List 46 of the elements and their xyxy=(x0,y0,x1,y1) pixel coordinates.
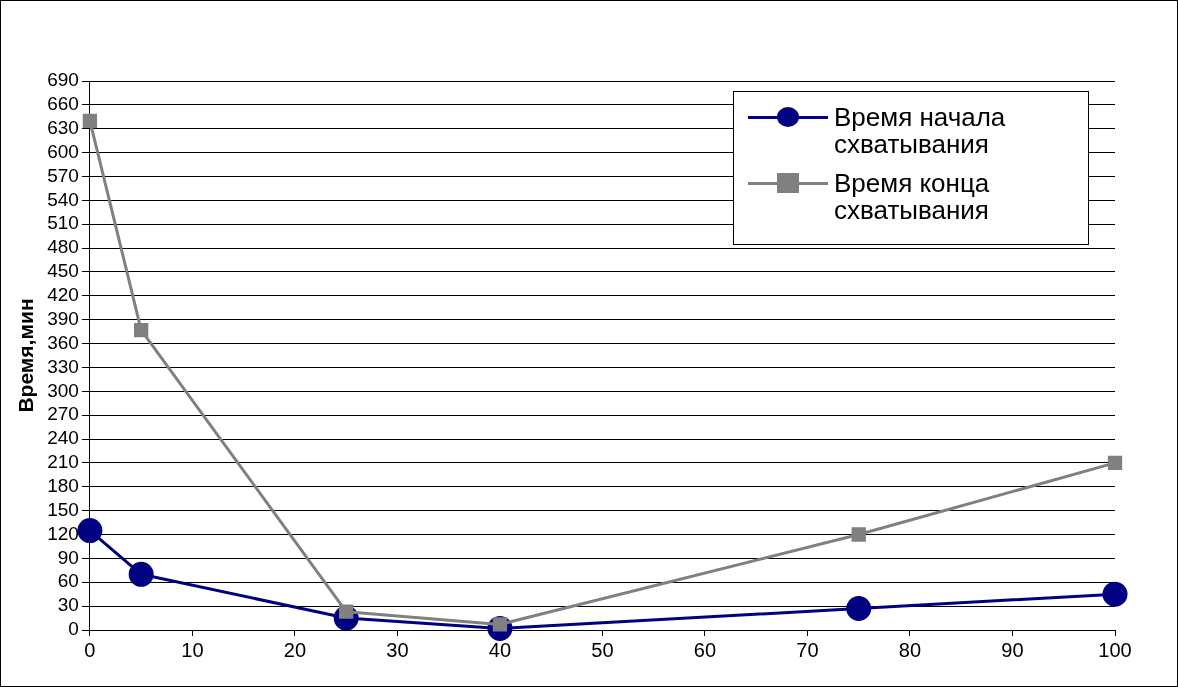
point xyxy=(77,518,103,544)
x-tick-label: 80 xyxy=(898,638,922,661)
y-tick-label: 180 xyxy=(47,475,79,497)
x-tick-label: 90 xyxy=(1001,638,1024,661)
y-tick-label: 270 xyxy=(47,403,79,425)
y-tick-label: 0 xyxy=(68,618,79,640)
point xyxy=(134,322,149,338)
x-tick-label: 0 xyxy=(84,638,96,661)
y-tick-label: 690 xyxy=(47,69,79,91)
y-tick-label: 480 xyxy=(47,236,79,258)
y-tick-label: 210 xyxy=(47,451,79,473)
y-tick-label: 570 xyxy=(47,164,79,186)
y-tick-label: 420 xyxy=(47,284,79,306)
y-tick-label: 540 xyxy=(47,188,79,210)
y-tick-label: 630 xyxy=(47,116,79,138)
y-tick-label: 300 xyxy=(47,379,79,401)
y-tick-label: 240 xyxy=(47,427,79,449)
x-tick-label: 40 xyxy=(488,638,512,661)
y-tick-label: 510 xyxy=(47,212,79,234)
y-tick-label: 330 xyxy=(47,355,79,377)
point xyxy=(128,561,154,587)
legend-label: Время начала схватывания xyxy=(834,102,1007,159)
y-axis-title: Время,мин xyxy=(14,298,38,413)
y-tick-label: 600 xyxy=(47,140,79,162)
x-tick-label: 10 xyxy=(181,638,204,661)
y-tick-label: 660 xyxy=(47,93,79,115)
y-tick-label: 150 xyxy=(47,498,79,520)
x-tick-label: 20 xyxy=(283,638,307,661)
y-tick-label: 450 xyxy=(47,260,79,282)
point xyxy=(851,527,866,542)
x-tick-label: 60 xyxy=(693,638,717,661)
y-tick-label: 120 xyxy=(47,522,79,544)
x-tick-label: 50 xyxy=(591,638,614,661)
point xyxy=(82,113,98,128)
y-tick-label: 360 xyxy=(47,331,79,353)
x-tick-label: 70 xyxy=(796,638,819,661)
point xyxy=(846,596,872,622)
x-tick-label: 100 xyxy=(1098,638,1132,661)
point xyxy=(1107,455,1123,471)
y-tick-label: 90 xyxy=(57,546,79,568)
legend-label: Время конца схватывания xyxy=(834,168,991,225)
y-tick-label: 30 xyxy=(57,594,79,616)
x-tick-label: 30 xyxy=(386,638,409,661)
y-tick-label: 60 xyxy=(57,570,79,592)
y-tick-label: 390 xyxy=(47,307,79,329)
point xyxy=(1102,581,1128,607)
